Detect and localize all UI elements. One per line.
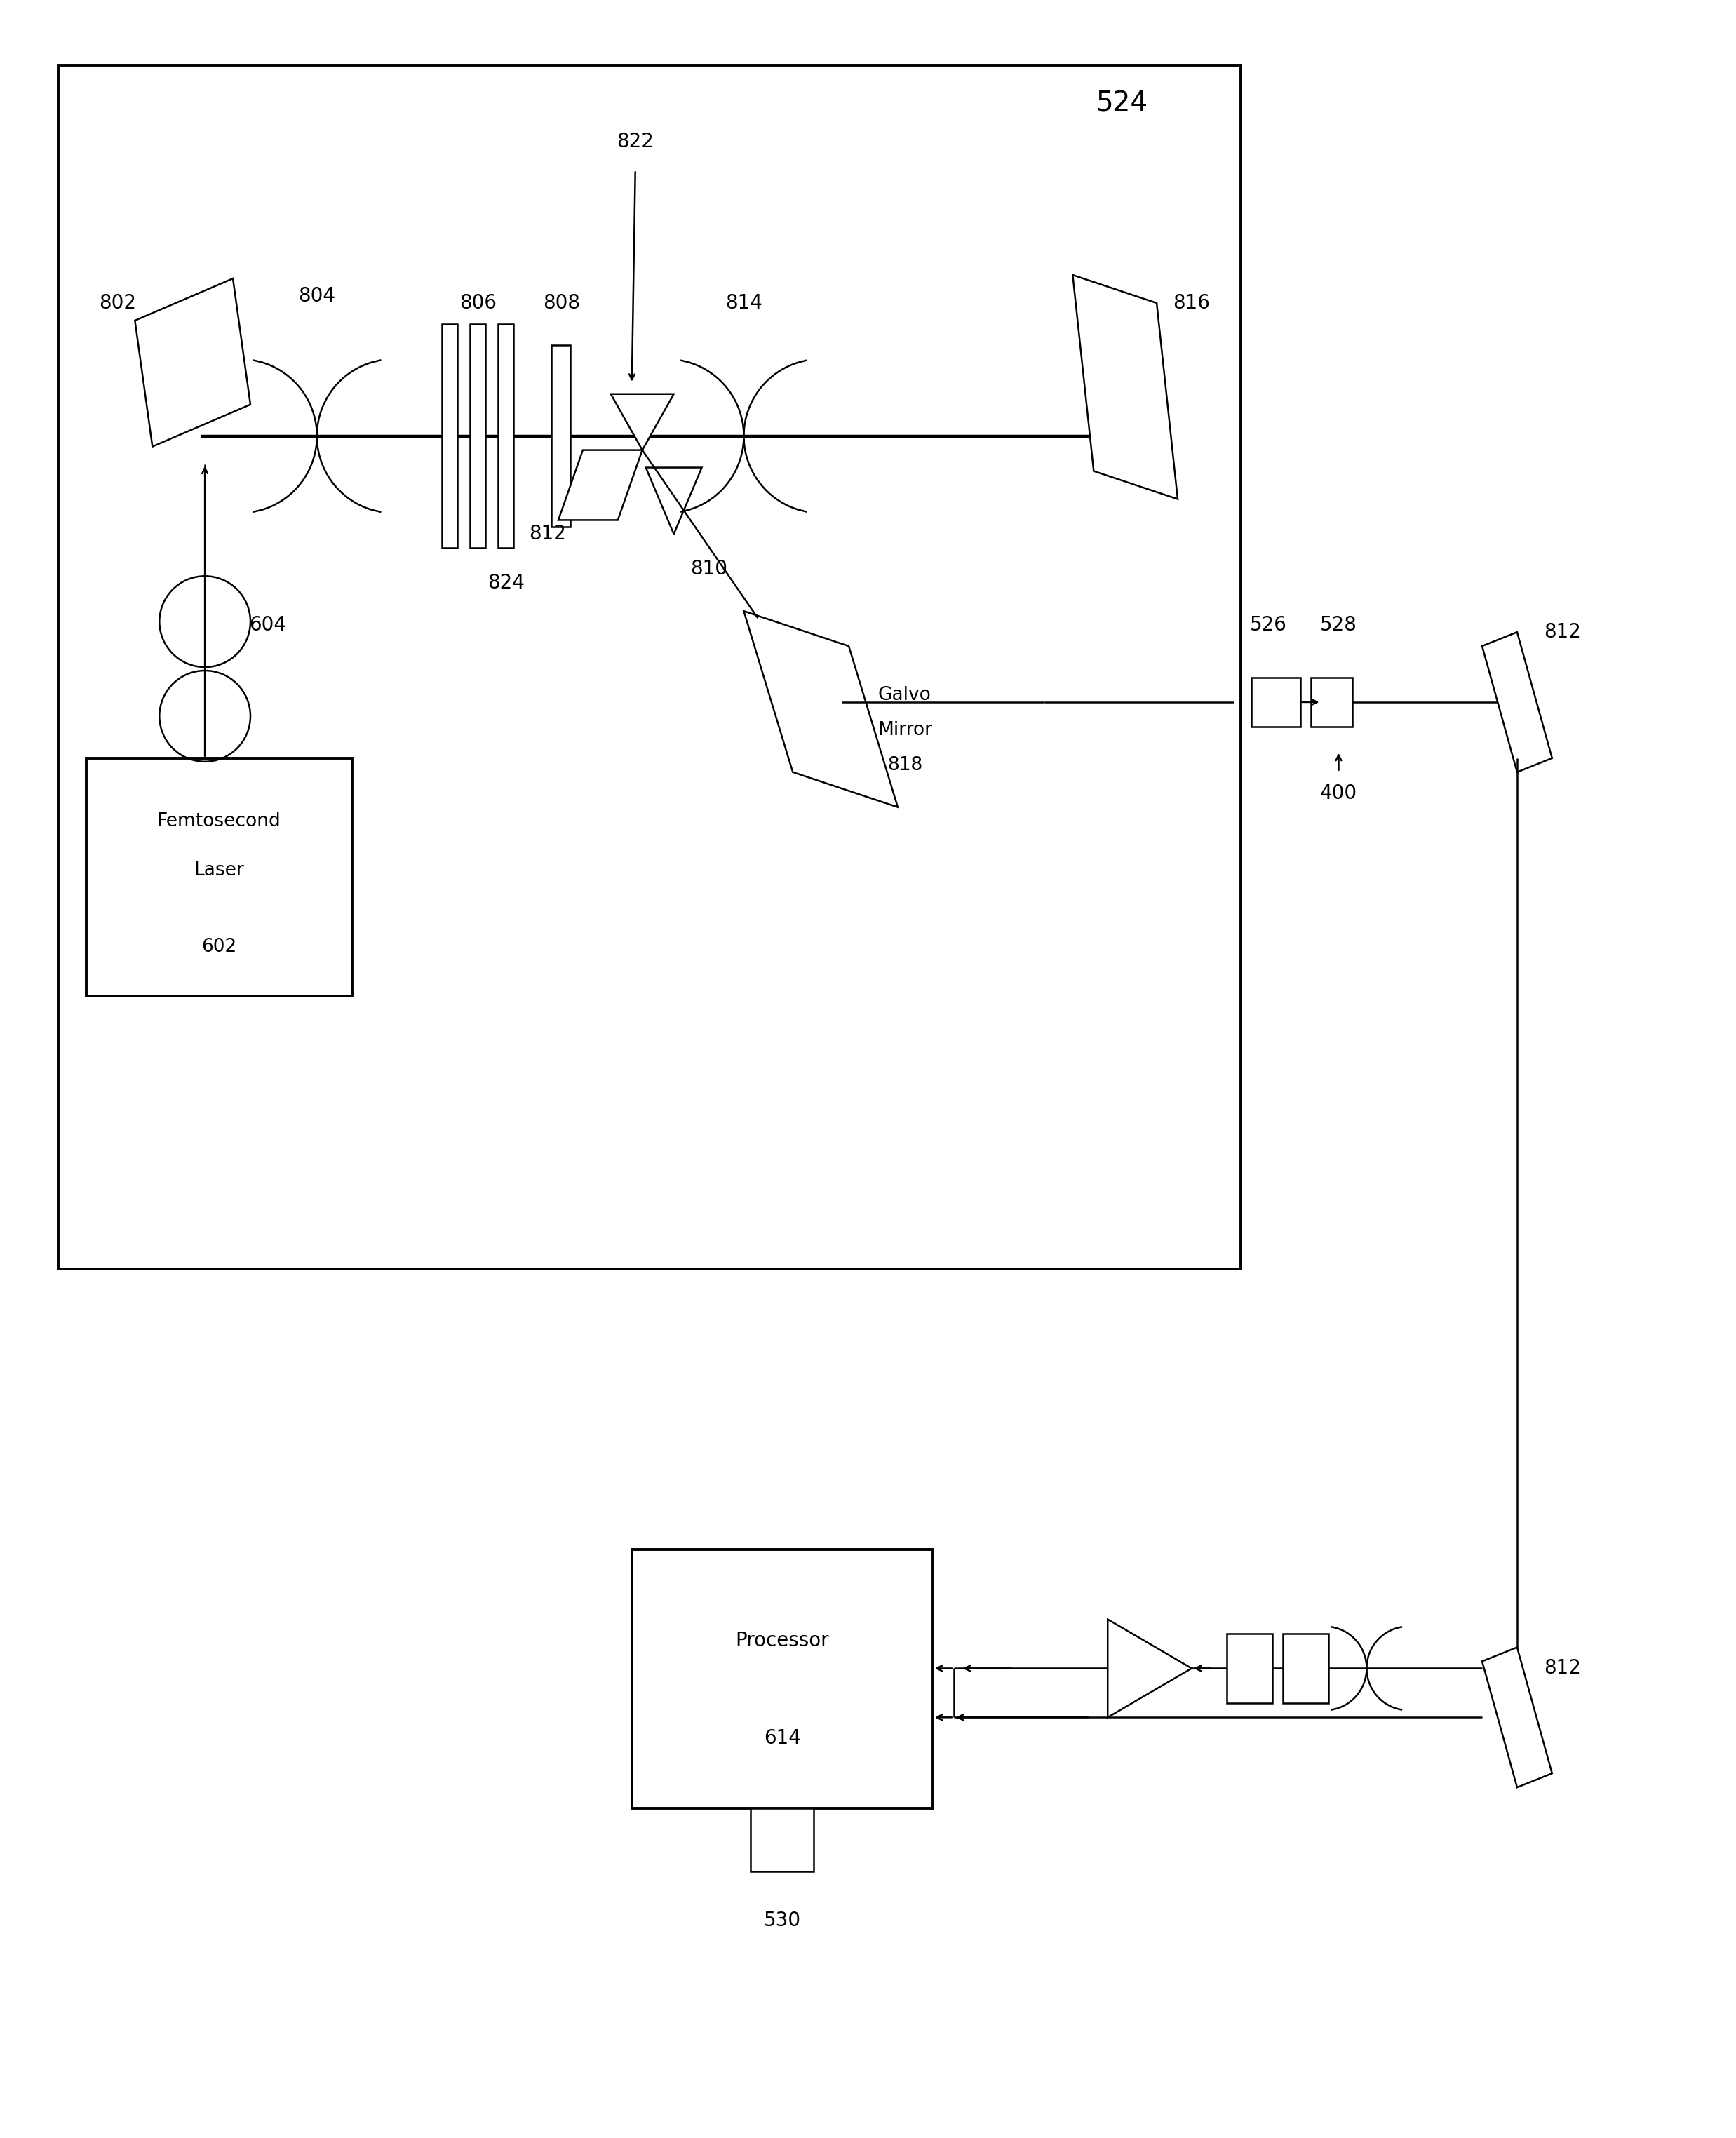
Polygon shape xyxy=(646,468,701,534)
Bar xyxy=(552,344,569,528)
Polygon shape xyxy=(135,278,250,447)
Bar xyxy=(1311,678,1352,727)
Text: 528: 528 xyxy=(1319,616,1358,635)
Text: 822: 822 xyxy=(616,133,654,152)
Text: 604: 604 xyxy=(250,616,286,635)
Polygon shape xyxy=(611,393,674,451)
Text: 526: 526 xyxy=(1250,616,1286,635)
Text: Galvo: Galvo xyxy=(878,686,930,703)
Text: 808: 808 xyxy=(543,293,580,312)
Polygon shape xyxy=(1483,1648,1552,1787)
Text: 614: 614 xyxy=(764,1728,800,1749)
Bar xyxy=(1283,1633,1328,1704)
Text: Femtosecond: Femtosecond xyxy=(156,812,281,830)
Bar xyxy=(443,325,458,547)
Bar xyxy=(498,325,514,547)
Text: 812: 812 xyxy=(1543,622,1581,641)
Text: 524: 524 xyxy=(1095,90,1147,118)
Text: 530: 530 xyxy=(764,1911,800,1931)
Text: Mirror: Mirror xyxy=(877,721,932,740)
Text: 818: 818 xyxy=(887,757,922,774)
Bar xyxy=(632,1550,932,1809)
Polygon shape xyxy=(559,451,642,520)
Text: 400: 400 xyxy=(1319,783,1358,804)
Text: Processor: Processor xyxy=(736,1631,830,1651)
Bar xyxy=(1227,1633,1272,1704)
Polygon shape xyxy=(1483,633,1552,772)
Text: 806: 806 xyxy=(460,293,496,312)
Bar xyxy=(85,759,352,996)
Text: 824: 824 xyxy=(488,573,524,592)
Text: 812: 812 xyxy=(529,524,566,543)
Text: 804: 804 xyxy=(299,286,335,306)
Polygon shape xyxy=(1108,1618,1191,1717)
Bar xyxy=(750,1809,814,1871)
Bar xyxy=(57,64,1241,1270)
Bar xyxy=(470,325,486,547)
Polygon shape xyxy=(1073,276,1177,498)
Polygon shape xyxy=(743,611,898,808)
Text: 602: 602 xyxy=(201,939,236,956)
Text: Laser: Laser xyxy=(194,862,245,879)
Text: 814: 814 xyxy=(726,293,762,312)
Text: 810: 810 xyxy=(691,560,727,579)
Text: 812: 812 xyxy=(1543,1659,1581,1678)
Text: 802: 802 xyxy=(99,293,135,312)
Bar xyxy=(1252,678,1300,727)
Text: 816: 816 xyxy=(1174,293,1210,312)
